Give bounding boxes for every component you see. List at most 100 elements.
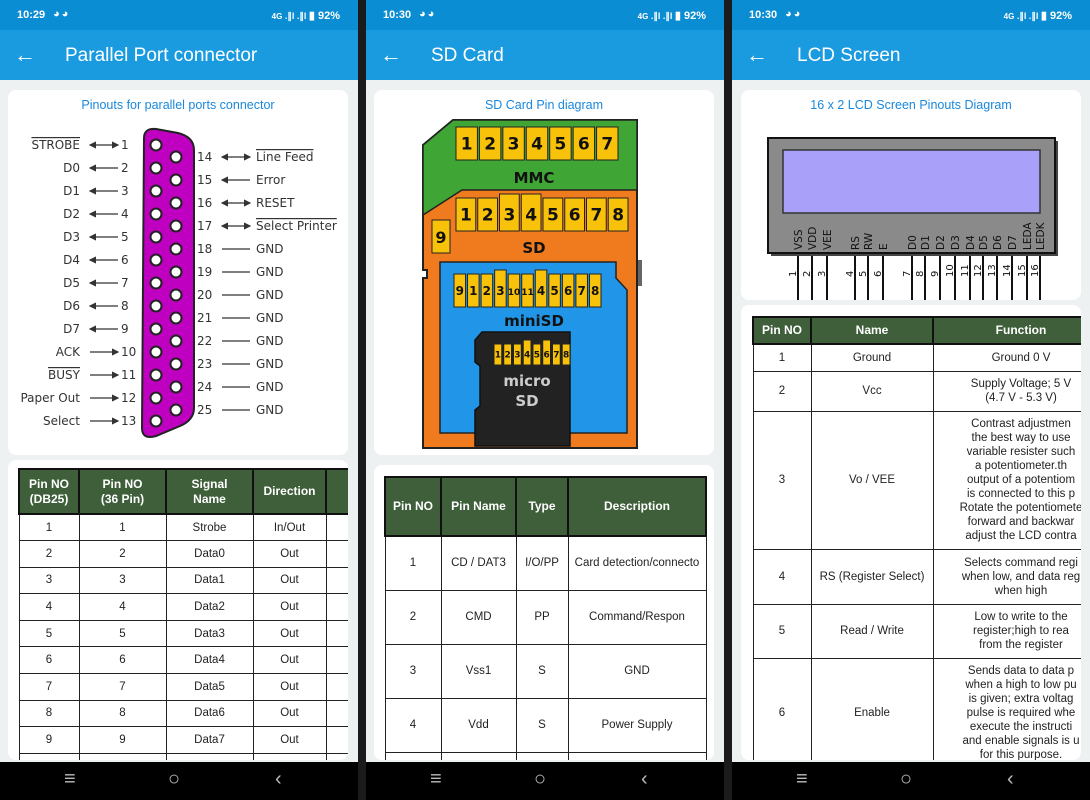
minisd-pin-number: 6	[564, 284, 572, 298]
table-cell: Data2	[165, 593, 254, 621]
diagram-card: 1 2 3 4 5 6 7 MMC 1 2 3 4 5 6 7 8 9 SD 9 1 2 3 10 11 4 5 6 7 8 miniSD…	[374, 90, 714, 455]
pin-hole	[169, 288, 183, 302]
pinout-table: Pin NO (DB25) Pin NO (36 Pin) Signal Name D…	[18, 468, 348, 760]
table-cell	[325, 699, 348, 728]
back-icon[interactable]: ‹	[275, 768, 282, 790]
table-row: 3 Vss1 S GND	[384, 643, 707, 699]
table-cell	[18, 752, 80, 760]
home-icon[interactable]: ○	[900, 768, 913, 790]
minisd-pin-number: 7	[578, 284, 586, 298]
minisd-pin-number: 3	[496, 284, 504, 298]
pin-hole	[169, 380, 183, 394]
microsd-pin-number: 3	[514, 351, 520, 361]
pin-label: D4	[63, 253, 80, 267]
table-cell: 5	[78, 619, 167, 648]
recent-apps-icon[interactable]: ≡	[796, 768, 808, 790]
table-cell	[325, 513, 348, 542]
lcd-pin-number: 2	[802, 271, 813, 277]
pin-label: BUSY	[48, 368, 81, 382]
pin-number: 12	[121, 391, 136, 405]
pin-label: GND	[256, 311, 284, 325]
table-cell: RS (Register Select)	[810, 548, 934, 605]
minisd-pin-number: 9	[456, 284, 464, 298]
minisd-pin-number: 11	[521, 288, 534, 298]
table-cell: Command/Respon	[567, 589, 707, 645]
lcd-pin-number: 8	[915, 271, 926, 277]
status-time: 10:30	[749, 9, 778, 21]
pin-label: D6	[63, 299, 80, 313]
battery-level: 92%	[683, 10, 706, 22]
recent-apps-icon[interactable]: ≡	[430, 768, 442, 790]
pin-label: D2	[63, 207, 80, 221]
table-cell: 4	[78, 593, 167, 621]
pin-number: 9	[121, 322, 129, 336]
mmc-pin	[549, 126, 572, 161]
table-cell: Ground	[810, 343, 934, 372]
back-arrow-icon[interactable]: ←	[746, 42, 768, 67]
sd-pin-number: 2	[482, 206, 494, 226]
microsd-pin	[552, 343, 561, 366]
battery-icon: ▮	[674, 10, 684, 22]
pin-label: GND	[256, 334, 284, 348]
table-row: 5 Read / Write Low to write to the registe…	[752, 603, 1081, 659]
minisd-label: miniSD	[504, 312, 564, 330]
pin-hole	[169, 311, 183, 325]
back-icon[interactable]: ‹	[1007, 768, 1014, 790]
back-arrow-icon[interactable]: ←	[380, 42, 402, 67]
mmc-pin-number: 1	[461, 135, 473, 155]
table-cell	[78, 752, 167, 760]
pin-label: GND	[256, 357, 284, 371]
recent-apps-icon[interactable]: ≡	[64, 768, 76, 790]
lcd-pin-number: 16	[1030, 264, 1041, 277]
table-cell: Supply Voltage; 5 V (4.7 V - 5.3 V)	[932, 370, 1081, 412]
pin-label: D3	[63, 230, 80, 244]
lcd-pin-label: RW	[863, 232, 875, 250]
column-header: Pin NO (DB25)	[18, 468, 80, 515]
table-cell: 5	[18, 619, 80, 648]
pin-number: 24	[197, 380, 212, 394]
minisd-pin	[561, 273, 575, 308]
table-row	[384, 751, 707, 760]
minisd-pin	[453, 273, 467, 308]
pin-label: Line Feed	[256, 150, 313, 164]
notification-icons: ◕◕	[419, 8, 437, 20]
microsd-pin-number: 2	[504, 351, 510, 361]
pin-hole	[169, 219, 183, 233]
pin-label: Select	[43, 414, 80, 428]
status-right: 4G .∥l .∥l ▮ 92%	[272, 9, 340, 22]
lcd-pin-label: VDD	[807, 227, 819, 250]
column-header: Name	[810, 316, 934, 345]
mmc-pin-number: 6	[578, 135, 590, 155]
table-cell	[325, 752, 348, 760]
network-type: 4G	[637, 12, 649, 21]
table-cell: 3	[18, 566, 80, 595]
pin-number: 7	[121, 276, 129, 290]
pin-hole	[149, 276, 163, 290]
home-icon[interactable]: ○	[534, 768, 547, 790]
home-icon[interactable]: ○	[168, 768, 181, 790]
sd-pin-number: 8	[612, 206, 624, 226]
minisd-pin-number: 4	[537, 284, 545, 298]
pin-number: 5	[121, 230, 129, 244]
lcd-pin-number: 4	[845, 271, 856, 277]
back-arrow-icon[interactable]: ←	[14, 42, 36, 67]
pin-hole	[149, 368, 163, 382]
microsd-pin-number: 6	[543, 351, 549, 361]
table-row: 6 Enable Sends data to data p when a high …	[752, 657, 1081, 760]
table-cell: Strobe	[165, 513, 254, 542]
back-icon[interactable]: ‹	[641, 768, 648, 790]
pin-number: 3	[121, 184, 129, 198]
column-header	[325, 468, 348, 515]
signal-icon: .∥l .∥l	[1014, 11, 1041, 21]
table-row: 2 2 Data0 Out	[18, 540, 348, 568]
lcd-pin-label: LEDA	[1022, 222, 1034, 250]
lcd-pin-number: 10	[945, 264, 956, 277]
pin-number: 14	[197, 150, 212, 164]
microsd-pin	[561, 343, 571, 366]
table-cell	[325, 566, 348, 595]
pin-hole	[149, 414, 163, 428]
lcd-pin-label: D6	[992, 235, 1004, 250]
pin-number: 1	[121, 138, 129, 152]
lcd-pin-number: 3	[817, 271, 828, 277]
table-row: 1 Ground Ground 0 V	[752, 343, 1081, 372]
